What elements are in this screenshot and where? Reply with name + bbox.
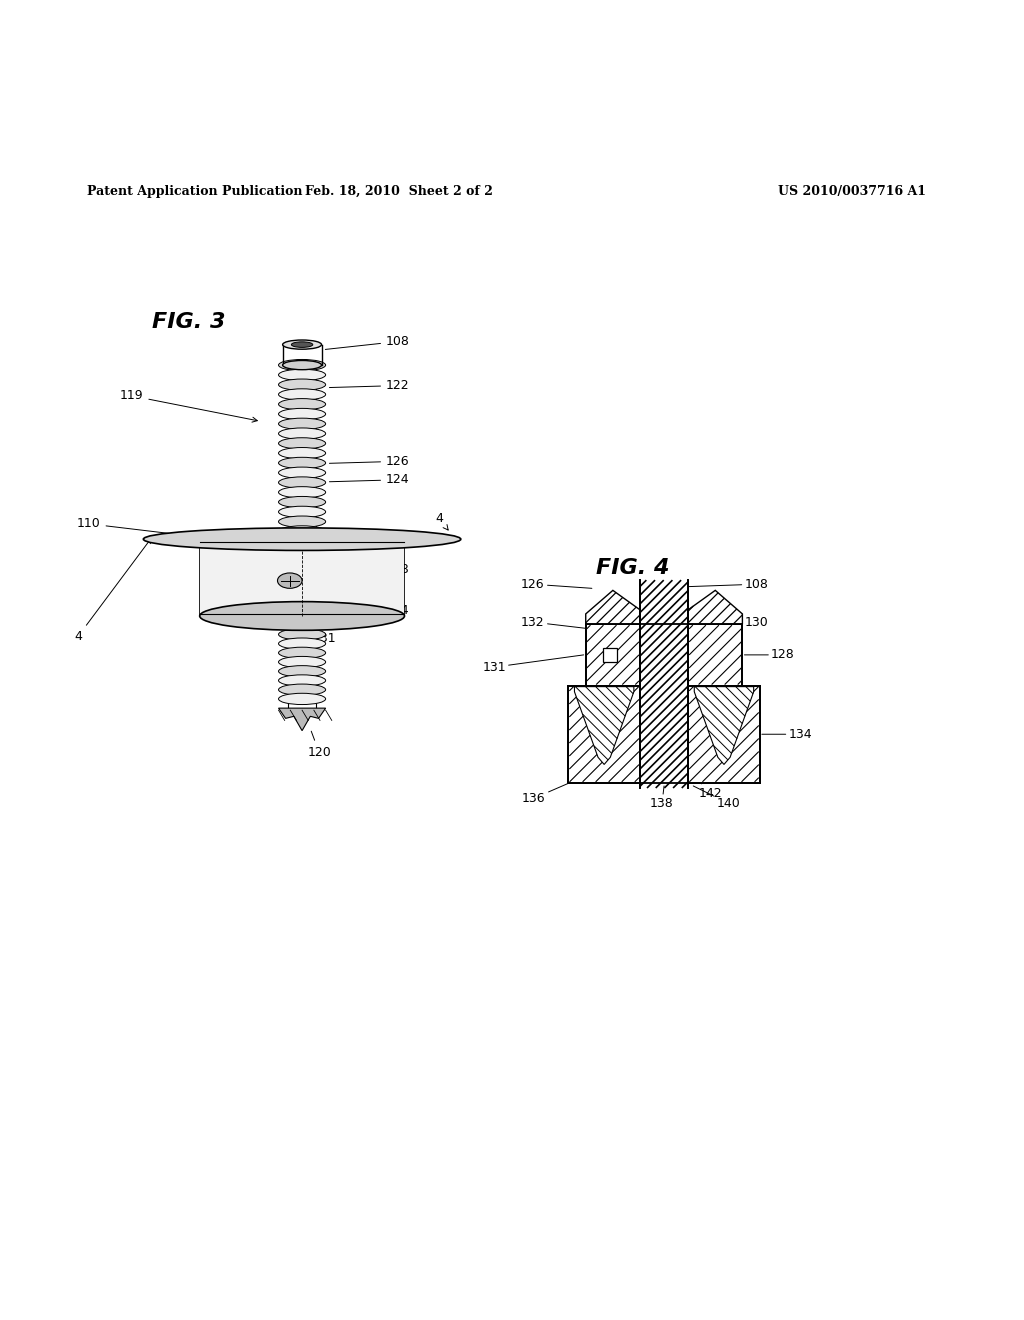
Polygon shape (200, 539, 404, 616)
Polygon shape (694, 686, 754, 764)
Text: 130: 130 (386, 532, 410, 545)
Ellipse shape (279, 525, 326, 537)
Ellipse shape (279, 628, 326, 640)
Polygon shape (688, 685, 760, 783)
Polygon shape (688, 590, 742, 624)
Ellipse shape (279, 389, 326, 400)
Ellipse shape (279, 496, 326, 508)
Polygon shape (568, 685, 640, 783)
Ellipse shape (278, 573, 302, 589)
Text: 108: 108 (670, 578, 768, 591)
Ellipse shape (279, 665, 326, 677)
Ellipse shape (279, 675, 326, 686)
Ellipse shape (279, 438, 326, 449)
Ellipse shape (279, 359, 326, 371)
Polygon shape (586, 590, 640, 624)
Text: 140: 140 (693, 785, 740, 810)
Text: 120: 120 (307, 731, 331, 759)
Ellipse shape (279, 379, 326, 391)
Text: 138: 138 (650, 785, 674, 810)
Polygon shape (586, 624, 640, 685)
Ellipse shape (279, 457, 326, 469)
Ellipse shape (279, 619, 326, 631)
Text: 122: 122 (330, 379, 410, 392)
Text: 4: 4 (435, 512, 449, 531)
Ellipse shape (279, 408, 326, 420)
Ellipse shape (279, 467, 326, 478)
Text: 124: 124 (330, 474, 410, 486)
Text: FIG. 4: FIG. 4 (596, 558, 670, 578)
Polygon shape (640, 585, 688, 783)
Ellipse shape (279, 418, 326, 429)
Text: US 2010/0037716 A1: US 2010/0037716 A1 (778, 185, 927, 198)
Ellipse shape (279, 487, 326, 498)
Ellipse shape (279, 428, 326, 440)
Ellipse shape (279, 507, 326, 517)
Text: 131: 131 (303, 583, 336, 645)
Text: 126: 126 (521, 578, 592, 591)
Ellipse shape (279, 447, 326, 459)
Text: 131: 131 (482, 655, 584, 673)
Text: FIG. 3: FIG. 3 (152, 312, 225, 333)
Text: 142: 142 (691, 772, 722, 800)
Polygon shape (603, 648, 616, 661)
Text: 134: 134 (386, 605, 410, 618)
Ellipse shape (283, 341, 322, 350)
Ellipse shape (279, 684, 326, 696)
Ellipse shape (143, 528, 461, 550)
Ellipse shape (279, 477, 326, 488)
Text: 134: 134 (762, 727, 812, 741)
Ellipse shape (200, 602, 404, 631)
Polygon shape (574, 686, 634, 764)
Ellipse shape (279, 610, 326, 622)
Polygon shape (688, 624, 742, 685)
Ellipse shape (279, 516, 326, 527)
Text: Patent Application Publication: Patent Application Publication (87, 185, 302, 198)
Text: 110: 110 (77, 517, 188, 536)
Text: Feb. 18, 2010  Sheet 2 of 2: Feb. 18, 2010 Sheet 2 of 2 (305, 185, 494, 198)
Ellipse shape (279, 656, 326, 668)
Ellipse shape (279, 647, 326, 659)
Text: 108: 108 (326, 335, 410, 350)
Ellipse shape (279, 638, 326, 649)
Text: 126: 126 (330, 455, 410, 467)
Ellipse shape (292, 342, 312, 347)
Text: 132: 132 (521, 615, 594, 630)
Text: 136: 136 (522, 780, 577, 805)
Ellipse shape (279, 370, 326, 380)
Text: 128: 128 (386, 562, 410, 576)
Ellipse shape (279, 693, 326, 705)
Ellipse shape (283, 360, 322, 370)
Text: 128: 128 (744, 648, 795, 661)
Text: 4: 4 (74, 539, 152, 643)
Polygon shape (279, 708, 326, 731)
Text: 119: 119 (120, 389, 257, 422)
Ellipse shape (279, 399, 326, 409)
Text: 130: 130 (691, 615, 768, 630)
